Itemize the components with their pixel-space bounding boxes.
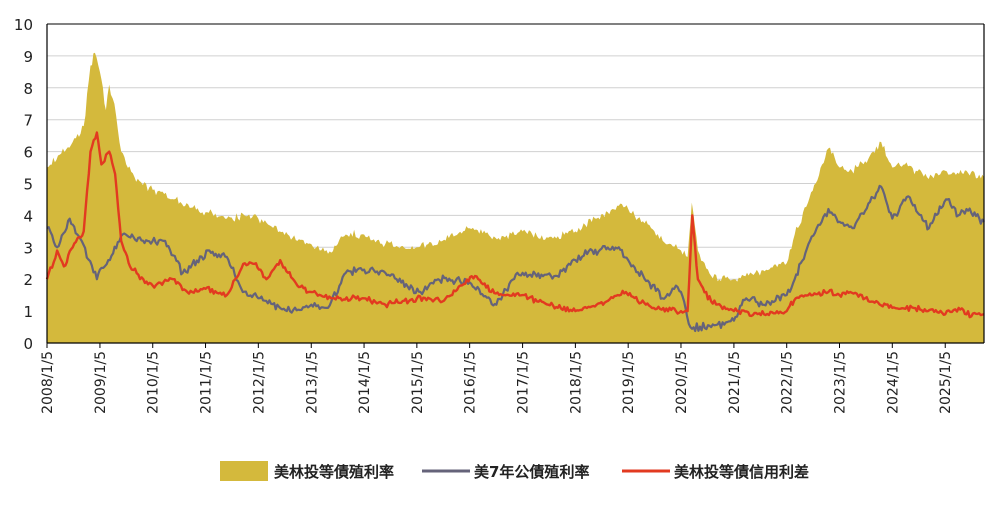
x-tick-label: 2015/1/5 xyxy=(410,351,426,414)
x-tick-label: 2017/1/5 xyxy=(516,351,532,414)
y-tick-label: 5 xyxy=(23,176,33,194)
x-tick-label: 2025/1/5 xyxy=(938,351,954,414)
y-tick-label: 1 xyxy=(23,303,33,321)
x-axis-ticks: 2008/1/5 2009/1/5 2010/1/5 2011/1/5 2012/1/5… xyxy=(40,343,954,414)
x-tick-label: 2010/1/5 xyxy=(146,351,162,414)
y-tick-label: 7 xyxy=(23,112,33,130)
x-tick-label: 2009/1/5 xyxy=(93,351,109,414)
area-layer xyxy=(47,52,984,343)
y-tick-label: 3 xyxy=(23,239,33,257)
line-layer xyxy=(45,131,985,333)
legend-label-treasury: 美7年公債殖利率 xyxy=(474,463,589,481)
legend-swatch-ig-yield xyxy=(220,461,268,481)
x-tick-label: 2023/1/5 xyxy=(833,351,849,414)
legend-label-ig-yield: 美林投等債殖利率 xyxy=(274,463,394,481)
y-tick-label: 9 xyxy=(23,48,33,66)
series-line-treasury xyxy=(46,184,985,333)
legend: 美林投等債殖利率 美7年公債殖利率 美林投等債信用利差 xyxy=(220,461,809,481)
series-line-spread xyxy=(45,131,985,319)
series-area-ig-yield xyxy=(47,52,984,343)
x-tick-label: 2011/1/5 xyxy=(199,351,215,414)
x-tick-label: 2024/1/5 xyxy=(885,351,901,414)
x-tick-label: 2021/1/5 xyxy=(727,351,743,414)
y-tick-label: 0 xyxy=(23,335,33,353)
x-tick-label: 2013/1/5 xyxy=(304,351,320,414)
x-tick-label: 2014/1/5 xyxy=(357,351,373,414)
x-tick-label: 2020/1/5 xyxy=(674,351,690,414)
axes xyxy=(46,23,985,344)
legend-label-spread: 美林投等債信用利差 xyxy=(674,463,809,481)
x-tick-label: 2016/1/5 xyxy=(463,351,479,414)
y-axis-ticks: 0 1 2 3 4 5 6 7 8 9 10 xyxy=(14,16,33,353)
x-tick-label: 2008/1/5 xyxy=(40,351,56,414)
x-tick-label: 2022/1/5 xyxy=(780,351,796,414)
y-tick-label: 10 xyxy=(14,16,33,34)
x-tick-label: 2018/1/5 xyxy=(568,351,584,414)
y-tick-label: 8 xyxy=(23,80,33,98)
y-tick-label: 2 xyxy=(23,271,33,289)
x-tick-label: 2019/1/5 xyxy=(621,351,637,414)
y-tick-label: 6 xyxy=(23,144,33,162)
y-tick-label: 4 xyxy=(23,207,33,225)
x-tick-label: 2012/1/5 xyxy=(251,351,267,414)
